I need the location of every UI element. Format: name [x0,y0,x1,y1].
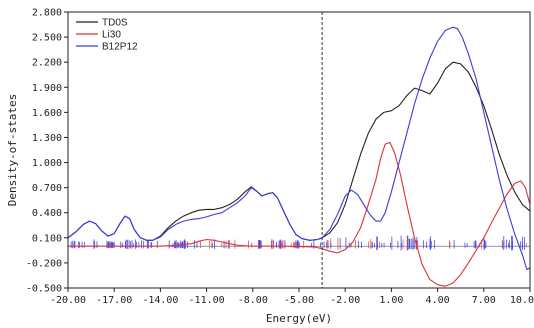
x-tick-label: -17.00 [96,295,132,306]
y-tick-label: 2.200 [32,58,62,69]
legend-label: TD0S [102,18,128,29]
x-tick-label: -14.00 [142,295,178,306]
y-tick-label: 2.800 [32,8,62,19]
y-axis: -0.500 -0.200 0.100 0.400 0.700 1.000 1.300 1.6… [26,8,68,295]
y-tick-label: 0.100 [32,233,62,244]
series-layer [67,26,531,287]
legend-label: Li30 [102,30,121,41]
y-tick-label: -0.500 [26,284,62,295]
y-tick-label: 2.500 [32,33,62,44]
x-tick-label: 1.00 [379,295,403,306]
x-tick-label: 7.00 [472,295,496,306]
y-tick-label: -0.200 [26,258,62,269]
x-tick-label: -2.00 [330,295,360,306]
y-tick-label: 1.000 [32,158,62,169]
stick-layer [70,235,527,251]
series-line-td0s [67,61,531,241]
x-tick-label: -5.00 [284,295,314,306]
series-line-li30 [68,141,531,287]
x-axis: -20.00 -17.00 -14.00 -11.00 -8.00 -5.00 -2.00 1… [50,288,534,306]
x-tick-label: 4.00 [426,295,450,306]
y-tick-label: 1.300 [32,133,62,144]
x-tick-label: -8.00 [238,295,268,306]
y-tick-label: 0.700 [32,183,62,194]
x-tick-label: -11.00 [189,295,225,306]
x-tick-label: 10.0 [510,295,534,306]
y-tick-label: 1.900 [32,83,62,94]
y-tick-label: 0.400 [32,208,62,219]
legend-label: B12P12 [102,42,138,53]
y-axis-title: Density-of-states [6,94,19,207]
x-tick-label: -20.00 [50,295,86,306]
series-line-b12p12 [67,26,531,271]
y-tick-label: 1.600 [32,108,62,119]
x-axis-title: Energy(eV) [266,312,332,325]
